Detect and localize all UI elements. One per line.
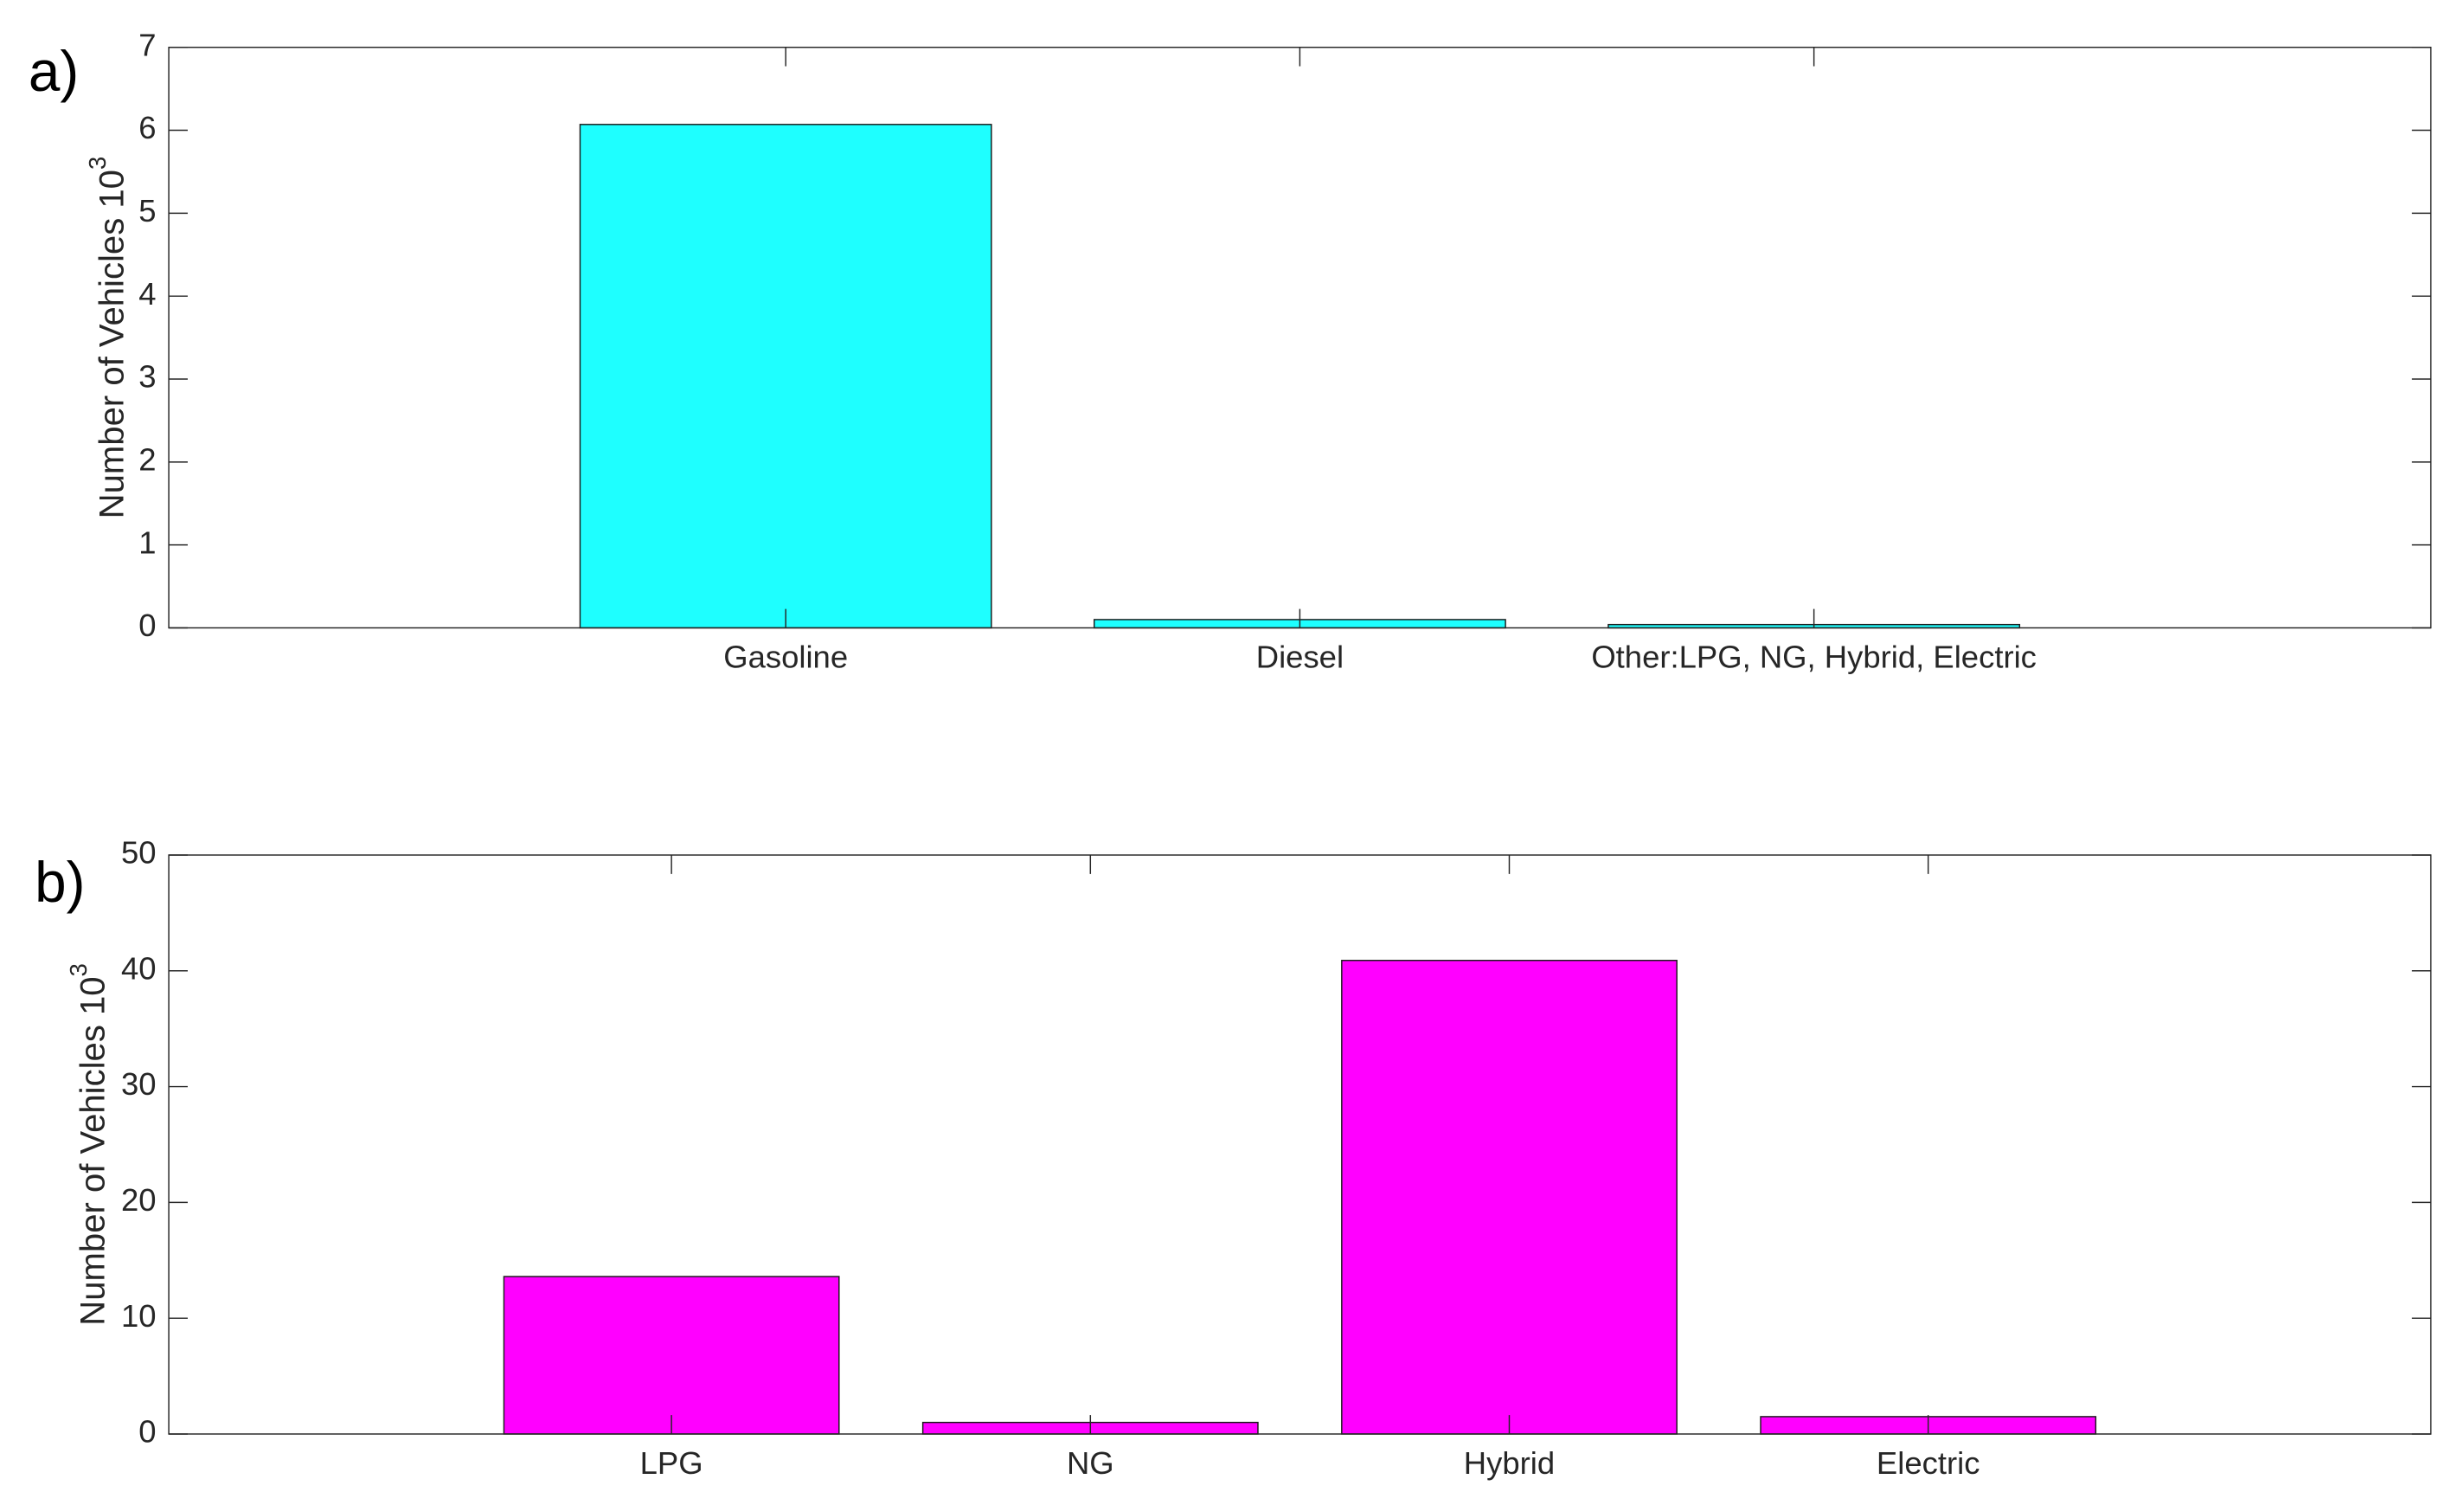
x-tick-label: NG [1067, 1445, 1114, 1481]
y-axis-label: Number of Vehicles 103 [84, 157, 131, 519]
y-tick-label: 0 [138, 1414, 156, 1450]
y-tick-label: 7 [138, 27, 156, 62]
x-tick-label: Hybrid [1464, 1445, 1555, 1481]
y-tick-label: 5 [138, 193, 156, 228]
y-axis-label-exponent: 3 [84, 157, 111, 170]
y-tick-label: 50 [121, 835, 157, 871]
x-tick-label: Diesel [1256, 640, 1344, 675]
y-tick-label: 3 [138, 359, 156, 395]
x-tick-label: Gasoline [723, 640, 848, 675]
y-tick-label: 30 [121, 1066, 157, 1102]
y-tick-label: 40 [121, 950, 157, 986]
bar [503, 1276, 840, 1435]
y-axis-label-text: Number of Vehicles 10 [74, 976, 112, 1325]
x-tick-label: LPG [640, 1445, 703, 1481]
x-tick-label: Other:LPG, NG, Hybrid, Electric [1591, 640, 2037, 675]
y-axis-label-exponent: 3 [65, 963, 92, 976]
x-tick-label: Electric [1877, 1445, 1980, 1481]
bar [579, 124, 992, 629]
y-tick-label: 6 [138, 110, 156, 145]
y-tick-label: 20 [121, 1182, 157, 1218]
y-tick-label: 0 [138, 608, 156, 643]
y-axis-label-text: Number of Vehicles 10 [93, 170, 131, 518]
y-tick-label: 10 [121, 1298, 157, 1334]
y-axis-label: Number of Vehicles 103 [65, 963, 112, 1326]
y-tick-label: 2 [138, 441, 156, 477]
axes-box [168, 854, 2432, 1435]
y-tick-label: 4 [138, 276, 156, 312]
bar [1341, 960, 1678, 1435]
panel-label: a) [29, 40, 79, 103]
axes-box [168, 46, 2432, 629]
panel-label: b) [35, 851, 85, 914]
y-tick-label: 1 [138, 524, 156, 560]
